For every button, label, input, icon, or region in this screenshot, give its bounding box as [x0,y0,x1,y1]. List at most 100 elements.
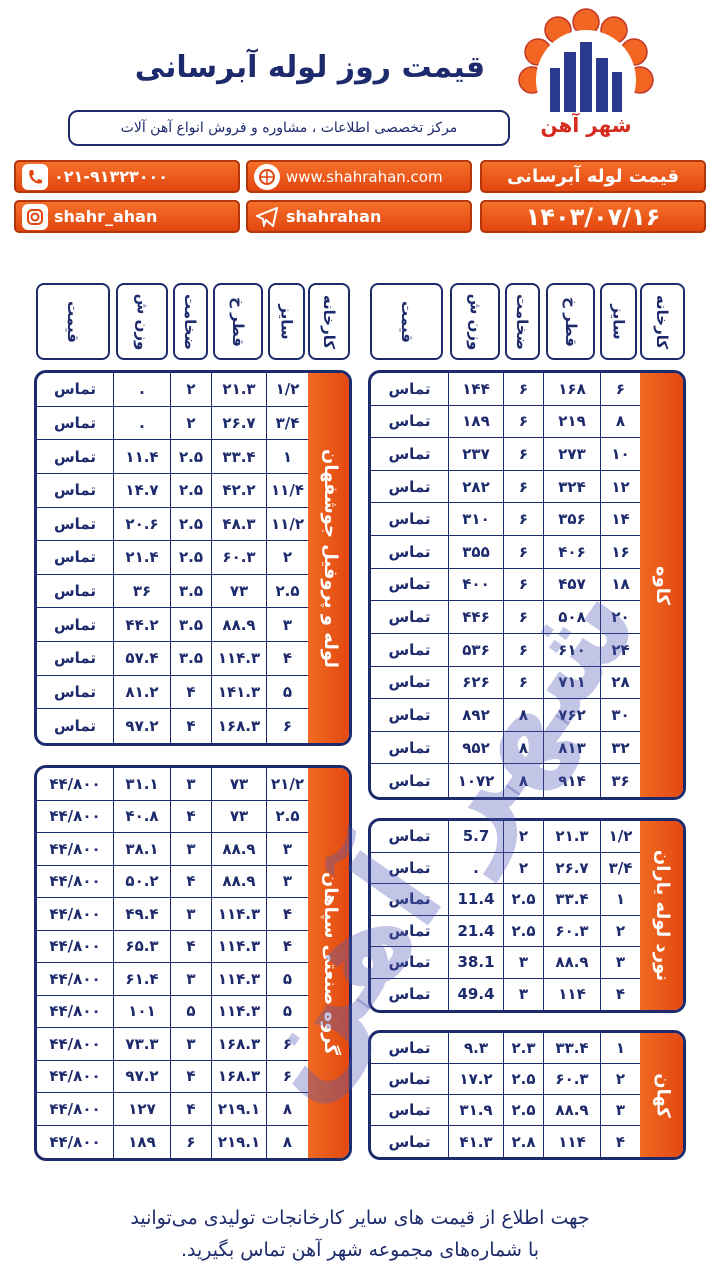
table-cell: ۴۰.۸ [113,800,170,833]
table-cell: ۱۲ [600,470,640,504]
phone: ۰۲۱-۹۱۳۲۳۰۰۰ [54,167,169,186]
topic: قیمت لوله آبرسانی [506,166,680,187]
table-cell: ۳ [170,833,211,866]
table-cell: ۷۳ [211,768,266,801]
phone-button[interactable]: ۰۲۱-۹۱۳۲۳۰۰۰ [14,160,240,193]
table-cell: ۳۶ [113,574,170,609]
table-cell: ۴ [266,930,308,963]
table-cell: تماس [37,440,113,474]
footer-line: جهت اطلاع از قیمت های سایر کارخانجات تول… [130,1207,590,1229]
column-header-text: سایز [609,303,628,340]
table-cell: تماس [371,699,448,732]
table-cell: ۸ [503,764,543,797]
column-header: سایز [600,283,637,360]
table-cell: ۱ [600,884,640,916]
price-table: گروه صنعتی سپاهان ۲۱/۲ ۷۳ ۳ ۳۱.۱ ۴۴/۸۰۰ ۲.۵ ۷۳ ۴… [34,765,352,1161]
table-cell: تماس [53,717,97,736]
table-cell: ۱۱۴.۳ [211,963,266,996]
table-cell: ۴ [266,898,308,931]
date-button: ۱۴۰۳/۰۷/۱۶ [480,200,706,233]
telegram-button[interactable]: shahrahan [246,200,472,233]
table-cell: ۲ [503,821,543,853]
table-cell: تماس [37,508,113,542]
table-cell: ۲۱.۳ [543,821,600,853]
table-cell: تماس [37,575,113,609]
table-cell: ۴۴.۲ [113,608,170,643]
table-cell: ۷۱۱ [543,666,600,700]
table-cell: ۲ [503,852,543,884]
table-cell: ۴ [170,800,211,833]
table-cell: ۸۸.۹ [543,1095,600,1126]
table-cell: ۲.۵ [170,473,211,508]
table-cell: ۳ [503,947,543,979]
website-button[interactable]: www.shahrahan.com [246,160,472,193]
table-cell: ۲.۵ [266,800,308,833]
table-cell: ۴۱.۳ [448,1126,503,1157]
table-cell: ۲۴ [600,633,640,667]
table-cell: تماس [371,1033,448,1064]
table-cell: تماس [371,916,448,947]
table-cell: تماس [371,373,448,406]
table-cell: ۵۰۸ [543,601,600,634]
table-cell: 38.1 [448,947,503,979]
table-cell: ۲۱۹.۱ [211,1093,266,1126]
table-cell: ۶ [170,1125,211,1158]
table-cell: ۶۵.۳ [113,930,170,963]
table-cell: 5.7 [448,821,503,853]
table-cell: ۶۲۶ [448,666,503,700]
table-cell: ۸۸.۹ [211,865,266,898]
table-cell: تماس [371,853,448,884]
table-cell: . [113,373,170,407]
table-cell: ۱۱۴ [543,978,600,1010]
factory-strip: کاوه [640,373,683,797]
table-cell: تماس [371,667,448,700]
table-cell: ۶ [503,536,543,569]
table-cell: ۸ [503,731,543,765]
table-cell: ۴۴/۸۰۰ [37,963,113,996]
table-cell: ۳/۴ [600,852,640,884]
table-cell: ۱ [600,1033,640,1064]
table-cell: ۹۷.۲ [113,1060,170,1093]
instagram-button[interactable]: shahr_ahan [14,200,240,233]
table-cell: ۳ [266,833,308,866]
footer: جهت اطلاع از قیمت های سایر کارخانجات تول… [0,1202,720,1266]
table-cell: ۴ [170,865,211,898]
table-cell: ۴۴/۸۰۰ [49,1132,101,1151]
table-cell: ۵۳۶ [448,633,503,667]
table-cell: تماس [371,569,448,602]
table-cell: ۳ [170,1028,211,1061]
table-cell: ۴۴/۸۰۰ [37,1028,113,1061]
table-cell: ۶ [266,1028,308,1061]
table-cell: تماس [37,642,113,676]
column-header-text: وزن ش [133,293,151,350]
table-cell: ۶۱.۴ [113,963,170,996]
table-cell: تماس [37,407,113,441]
table-cell: . [113,406,170,441]
table-cell: ۴۴۶ [448,601,503,634]
table-cell: ۲۷۳ [543,438,600,471]
table-cell: ۶ [266,709,308,743]
table-cell: تماس [371,821,448,853]
table-cell: ۲.۸ [503,1126,543,1157]
table-cell: ۵ [266,963,308,996]
table-cell: ۵۰.۲ [113,865,170,898]
price-table: نورد لوله یاران ۱/۲ ۲۱.۳ ۲ 5.7 تماس ۳/۴ ۲۶.۷ ۲. ت… [368,818,686,1013]
table-cell: ۳ [600,1095,640,1126]
table-cell: ۸ [503,699,543,732]
table-cell: تماس [371,732,448,765]
column-header-text: قیمت [397,300,416,343]
table-cell: ۳۸.۱ [113,833,170,866]
table-cell: ۳۲۴ [543,470,600,504]
table-cell: ۲ [266,541,308,575]
column-header: کارخانه [308,283,350,360]
table-cell: تماس [371,884,448,916]
table-cell: ۱۱/۲ [266,507,308,542]
table-cell: ۲.۵ [503,884,543,916]
table-cell: ۱۰ [600,438,640,471]
table-cell: ۴ [600,978,640,1010]
table-cell: ۶ [600,373,640,406]
table-cell: ۳۱.۱ [113,768,170,801]
table-cell: تماس [371,471,448,504]
table-cell: 21.4 [448,915,503,947]
